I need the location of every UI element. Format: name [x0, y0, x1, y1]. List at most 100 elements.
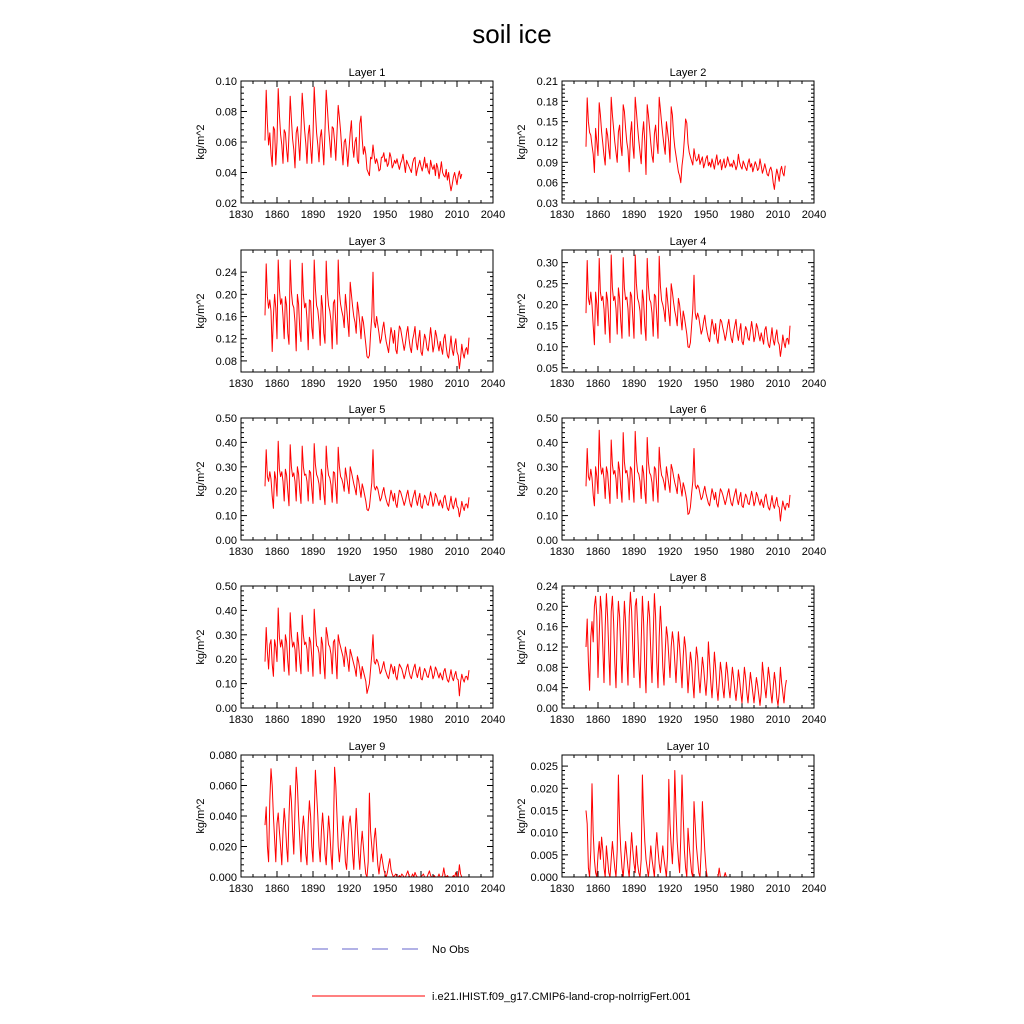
x-tick-label: 2040 — [481, 378, 505, 390]
x-tick-label: 2040 — [802, 883, 826, 895]
y-tick-label: 0.020 — [209, 842, 237, 854]
series-line — [264, 440, 470, 518]
legend-label-no-obs: No Obs — [432, 944, 470, 956]
y-tick-label: 0.18 — [537, 96, 558, 108]
x-tick-label: 1920 — [658, 378, 682, 390]
y-axis-label: kg/m^2 — [195, 293, 207, 328]
panel-title: Layer 4 — [670, 236, 707, 248]
y-tick-label: 0.40 — [216, 437, 237, 449]
x-tick-label: 1950 — [373, 378, 397, 390]
x-tick-label: 2010 — [445, 546, 469, 558]
x-tick-label: 1830 — [550, 546, 574, 558]
x-tick-label: 2040 — [802, 378, 826, 390]
panel-title: Layer 7 — [349, 572, 386, 584]
x-tick-label: 1860 — [265, 883, 289, 895]
x-tick-label: 1920 — [658, 883, 682, 895]
y-tick-label: 0.50 — [537, 413, 558, 425]
x-tick-label: 2040 — [481, 714, 505, 726]
y-tick-label: 0.10 — [216, 511, 237, 523]
y-tick-label: 0.04 — [216, 168, 237, 180]
series-line — [585, 429, 791, 522]
y-tick-label: 0.50 — [216, 413, 237, 425]
y-tick-label: 0.005 — [530, 850, 558, 862]
y-tick-label: 0.00 — [537, 535, 558, 547]
x-tick-label: 1860 — [586, 209, 610, 221]
y-tick-label: 0.025 — [530, 761, 558, 773]
y-tick-label: 0.10 — [216, 679, 237, 691]
y-tick-label: 0.15 — [537, 321, 558, 333]
y-tick-label: 0.30 — [537, 462, 558, 474]
x-tick-label: 1920 — [337, 546, 361, 558]
x-tick-label: 1950 — [373, 209, 397, 221]
y-tick-label: 0.080 — [209, 750, 237, 762]
series-line — [585, 254, 791, 357]
y-tick-label: 0.20 — [216, 289, 237, 301]
panel-title: Layer 3 — [349, 236, 386, 248]
x-tick-label: 2010 — [766, 378, 790, 390]
series-line — [264, 607, 470, 697]
y-tick-label: 0.09 — [537, 157, 558, 169]
panel-title: Layer 2 — [670, 67, 707, 79]
x-tick-label: 1920 — [658, 546, 682, 558]
panel-layer-9: Layer 9 1830 1860 1890 1920 1950 1980 2010 2040 0… — [195, 741, 505, 895]
y-tick-label: 0.16 — [216, 312, 237, 324]
y-tick-label: 0.00 — [216, 535, 237, 547]
y-axis-label: kg/m^2 — [516, 461, 528, 496]
x-tick-label: 2040 — [481, 546, 505, 558]
panel-title: Layer 10 — [667, 741, 710, 753]
y-tick-label: 0.04 — [537, 683, 558, 695]
y-axis-label: kg/m^2 — [516, 629, 528, 664]
x-tick-label: 1890 — [301, 546, 325, 558]
x-tick-label: 1950 — [373, 883, 397, 895]
x-tick-label: 1980 — [409, 883, 433, 895]
x-tick-label: 2010 — [766, 883, 790, 895]
y-axis-label: kg/m^2 — [195, 629, 207, 664]
x-tick-label: 1830 — [229, 378, 253, 390]
y-tick-label: 0.020 — [530, 783, 558, 795]
y-tick-label: 0.25 — [537, 279, 558, 291]
x-tick-label: 1830 — [229, 209, 253, 221]
x-tick-label: 1950 — [694, 883, 718, 895]
x-tick-label: 1950 — [694, 209, 718, 221]
x-tick-label: 1890 — [301, 209, 325, 221]
x-tick-label: 2040 — [802, 546, 826, 558]
plot-frame — [561, 417, 815, 541]
x-tick-label: 1920 — [658, 209, 682, 221]
x-tick-label: 1920 — [337, 209, 361, 221]
x-tick-label: 1920 — [658, 714, 682, 726]
x-tick-label: 1950 — [373, 714, 397, 726]
x-tick-label: 1890 — [301, 714, 325, 726]
panel-title: Layer 8 — [670, 572, 707, 584]
x-tick-label: 1860 — [265, 546, 289, 558]
x-tick-label: 1980 — [409, 546, 433, 558]
x-tick-label: 1950 — [694, 546, 718, 558]
y-tick-label: 0.010 — [530, 828, 558, 840]
plot-frame — [561, 249, 815, 373]
panel-layer-1: Layer 1 1830 1860 1890 1920 1950 1980 2010 2040 0… — [195, 67, 505, 221]
y-tick-label: 0.30 — [537, 258, 558, 270]
y-tick-label: 0.00 — [537, 703, 558, 715]
x-tick-label: 1950 — [373, 546, 397, 558]
series-line — [264, 259, 470, 370]
x-tick-label: 2010 — [766, 546, 790, 558]
panel-title: Layer 6 — [670, 404, 707, 416]
x-tick-label: 1980 — [730, 714, 754, 726]
plot-frame — [240, 80, 494, 204]
series-line — [264, 86, 463, 192]
y-tick-label: 0.10 — [216, 76, 237, 88]
y-axis-label: kg/m^2 — [195, 461, 207, 496]
y-tick-label: 0.15 — [537, 117, 558, 129]
y-tick-label: 0.20 — [537, 601, 558, 613]
x-tick-label: 1950 — [694, 714, 718, 726]
y-tick-label: 0.06 — [537, 178, 558, 190]
x-tick-label: 1980 — [730, 546, 754, 558]
y-axis-label: kg/m^2 — [516, 798, 528, 833]
figure-title: soil ice — [472, 19, 551, 49]
y-tick-label: 0.08 — [537, 662, 558, 674]
x-tick-label: 1890 — [301, 883, 325, 895]
panels: Layer 1 1830 1860 1890 1920 1950 1980 2010 2040 0… — [195, 67, 826, 895]
y-tick-label: 0.08 — [216, 356, 237, 368]
x-tick-label: 1890 — [622, 209, 646, 221]
y-tick-label: 0.12 — [216, 334, 237, 346]
x-tick-label: 1830 — [550, 883, 574, 895]
